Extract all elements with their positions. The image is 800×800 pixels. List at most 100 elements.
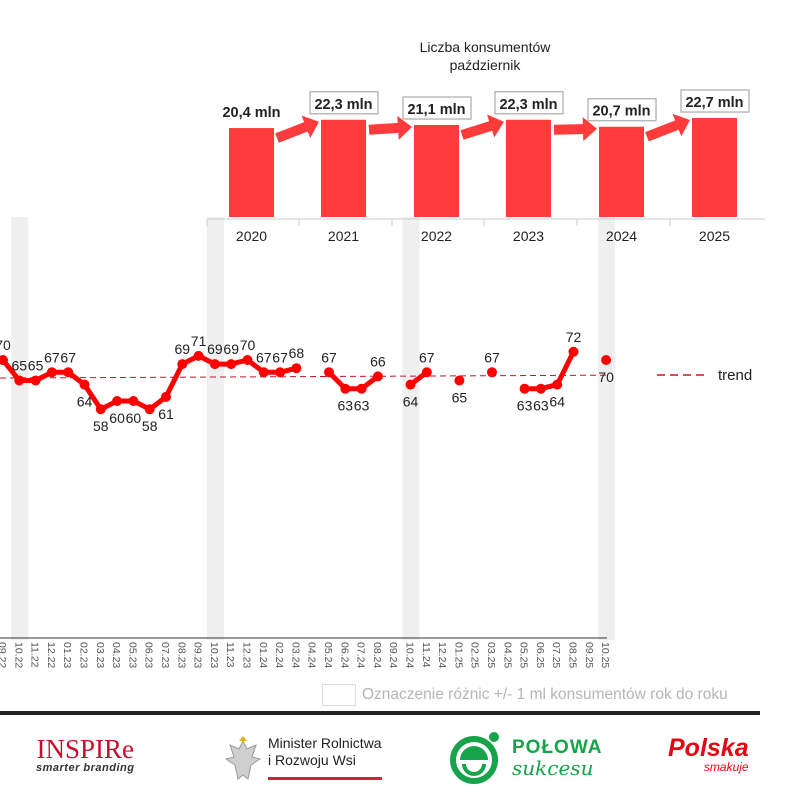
data-point xyxy=(454,375,465,386)
data-label: 67 xyxy=(419,349,435,365)
line-series xyxy=(524,350,576,392)
x-tick-label: 11.23 xyxy=(224,642,236,668)
x-tick-label: 07.23 xyxy=(159,642,171,668)
trend-line xyxy=(0,374,608,379)
data-label: 70 xyxy=(240,337,256,353)
data-point xyxy=(258,367,269,378)
x-tick-label: 02.24 xyxy=(273,642,285,668)
chart: Liczba konsumentów październik 2020 20,4 ml… xyxy=(0,39,765,668)
data-point xyxy=(177,359,188,370)
data-point xyxy=(552,379,563,390)
data-point xyxy=(95,404,106,415)
data-label: 60 xyxy=(109,410,125,426)
data-label: 67 xyxy=(484,349,500,365)
x-tick-label: 01.25 xyxy=(452,642,464,668)
trend-arrow-icon xyxy=(275,115,320,143)
data-label: 69 xyxy=(175,341,191,357)
x-tick-label: 03.25 xyxy=(485,642,497,668)
data-label: 64 xyxy=(549,394,565,410)
data-label: 71 xyxy=(191,333,207,349)
trend-arrow-icon xyxy=(368,115,413,140)
data-point xyxy=(601,355,612,365)
data-point xyxy=(291,363,302,374)
data-label: 67 xyxy=(321,349,337,365)
data-point xyxy=(161,391,171,402)
data-label: 61 xyxy=(158,406,174,422)
x-tick-label: 11.22 xyxy=(29,642,41,668)
data-label: 64 xyxy=(403,394,419,410)
bar-data-label: 22,3 mln xyxy=(499,97,557,113)
inspire-logo: INSPIRe smarter branding xyxy=(36,734,135,775)
trend-arrow-icon xyxy=(645,113,691,142)
bar-data-label: 20,7 mln xyxy=(592,104,650,120)
arrow-shape xyxy=(645,113,691,142)
data-label: 65 xyxy=(452,390,468,406)
bar xyxy=(599,126,644,217)
x-tick-label: 08.24 xyxy=(371,642,383,668)
bar xyxy=(414,125,459,217)
data-point xyxy=(63,367,74,378)
x-tick-label: 11.24 xyxy=(420,642,432,668)
data-label: 67 xyxy=(60,349,76,365)
eagle-emblem-icon xyxy=(224,736,262,780)
data-point xyxy=(226,359,237,370)
x-tick-label: 04.24 xyxy=(306,642,318,668)
data-point xyxy=(421,367,432,378)
x-tick-label: 03.23 xyxy=(94,642,106,668)
polowa-emblem-icon xyxy=(450,732,499,784)
x-tick-label: 09.22 xyxy=(0,642,8,668)
bar-data-label: 22,3 mln xyxy=(314,97,372,113)
data-point xyxy=(209,359,220,370)
data-label: 69 xyxy=(223,341,239,357)
x-tick-label: 01.23 xyxy=(61,642,73,668)
x-tick-label: 06.24 xyxy=(338,642,350,668)
bar-category-label: 2022 xyxy=(421,228,452,244)
data-label-box xyxy=(587,98,657,122)
highlight-band xyxy=(598,217,616,640)
legend-swatch xyxy=(322,684,356,706)
polska-smakuje-logo: Polska smakuje xyxy=(668,734,749,775)
bar xyxy=(692,118,737,217)
data-label: 60 xyxy=(126,410,142,426)
arrow-shape xyxy=(275,115,320,143)
data-point xyxy=(324,367,334,378)
data-label: 63 xyxy=(354,398,370,414)
bar xyxy=(321,119,366,217)
data-point xyxy=(535,383,546,394)
x-tick-label: 05.23 xyxy=(126,642,138,668)
bar-category-label: 2025 xyxy=(699,228,730,244)
data-label: 67 xyxy=(44,349,60,365)
x-tick-label: 08.25 xyxy=(567,642,579,668)
data-label: 58 xyxy=(142,418,158,434)
data-point xyxy=(112,396,123,406)
data-label: 65 xyxy=(12,358,28,374)
data-label: 63 xyxy=(338,398,354,414)
highlight-band xyxy=(206,217,224,640)
data-point xyxy=(275,367,286,378)
x-tick-label: 09.23 xyxy=(192,642,204,668)
x-tick-label: 03.24 xyxy=(289,642,301,668)
data-label: 63 xyxy=(517,398,533,414)
x-tick-label: 12.23 xyxy=(241,642,253,668)
x-tick-label: 02.25 xyxy=(469,642,481,668)
bar xyxy=(506,119,551,217)
data-point xyxy=(128,396,139,406)
bar-data-label: 20,4 mln xyxy=(222,105,280,121)
trend-arrow-icon xyxy=(553,117,598,142)
data-point xyxy=(46,367,57,378)
x-tick-label: 12.24 xyxy=(436,642,448,668)
data-point xyxy=(144,404,155,415)
bar-category-label: 2024 xyxy=(606,228,637,244)
bar-category-label: 2021 xyxy=(328,228,359,244)
legend-note: Oznaczenie różnic +/- 1 ml konsumentów r… xyxy=(322,684,728,706)
x-tick-label: 01.24 xyxy=(257,642,269,668)
bar-data-label: 21,1 mln xyxy=(407,102,465,118)
data-point xyxy=(242,355,253,365)
data-label: 64 xyxy=(77,394,93,410)
x-tick-label: 07.24 xyxy=(355,642,367,668)
data-point xyxy=(372,371,383,382)
bar-category-label: 2020 xyxy=(236,228,267,244)
data-label: 66 xyxy=(370,353,386,369)
arrow-shape xyxy=(368,115,413,140)
data-label: 68 xyxy=(289,345,305,361)
